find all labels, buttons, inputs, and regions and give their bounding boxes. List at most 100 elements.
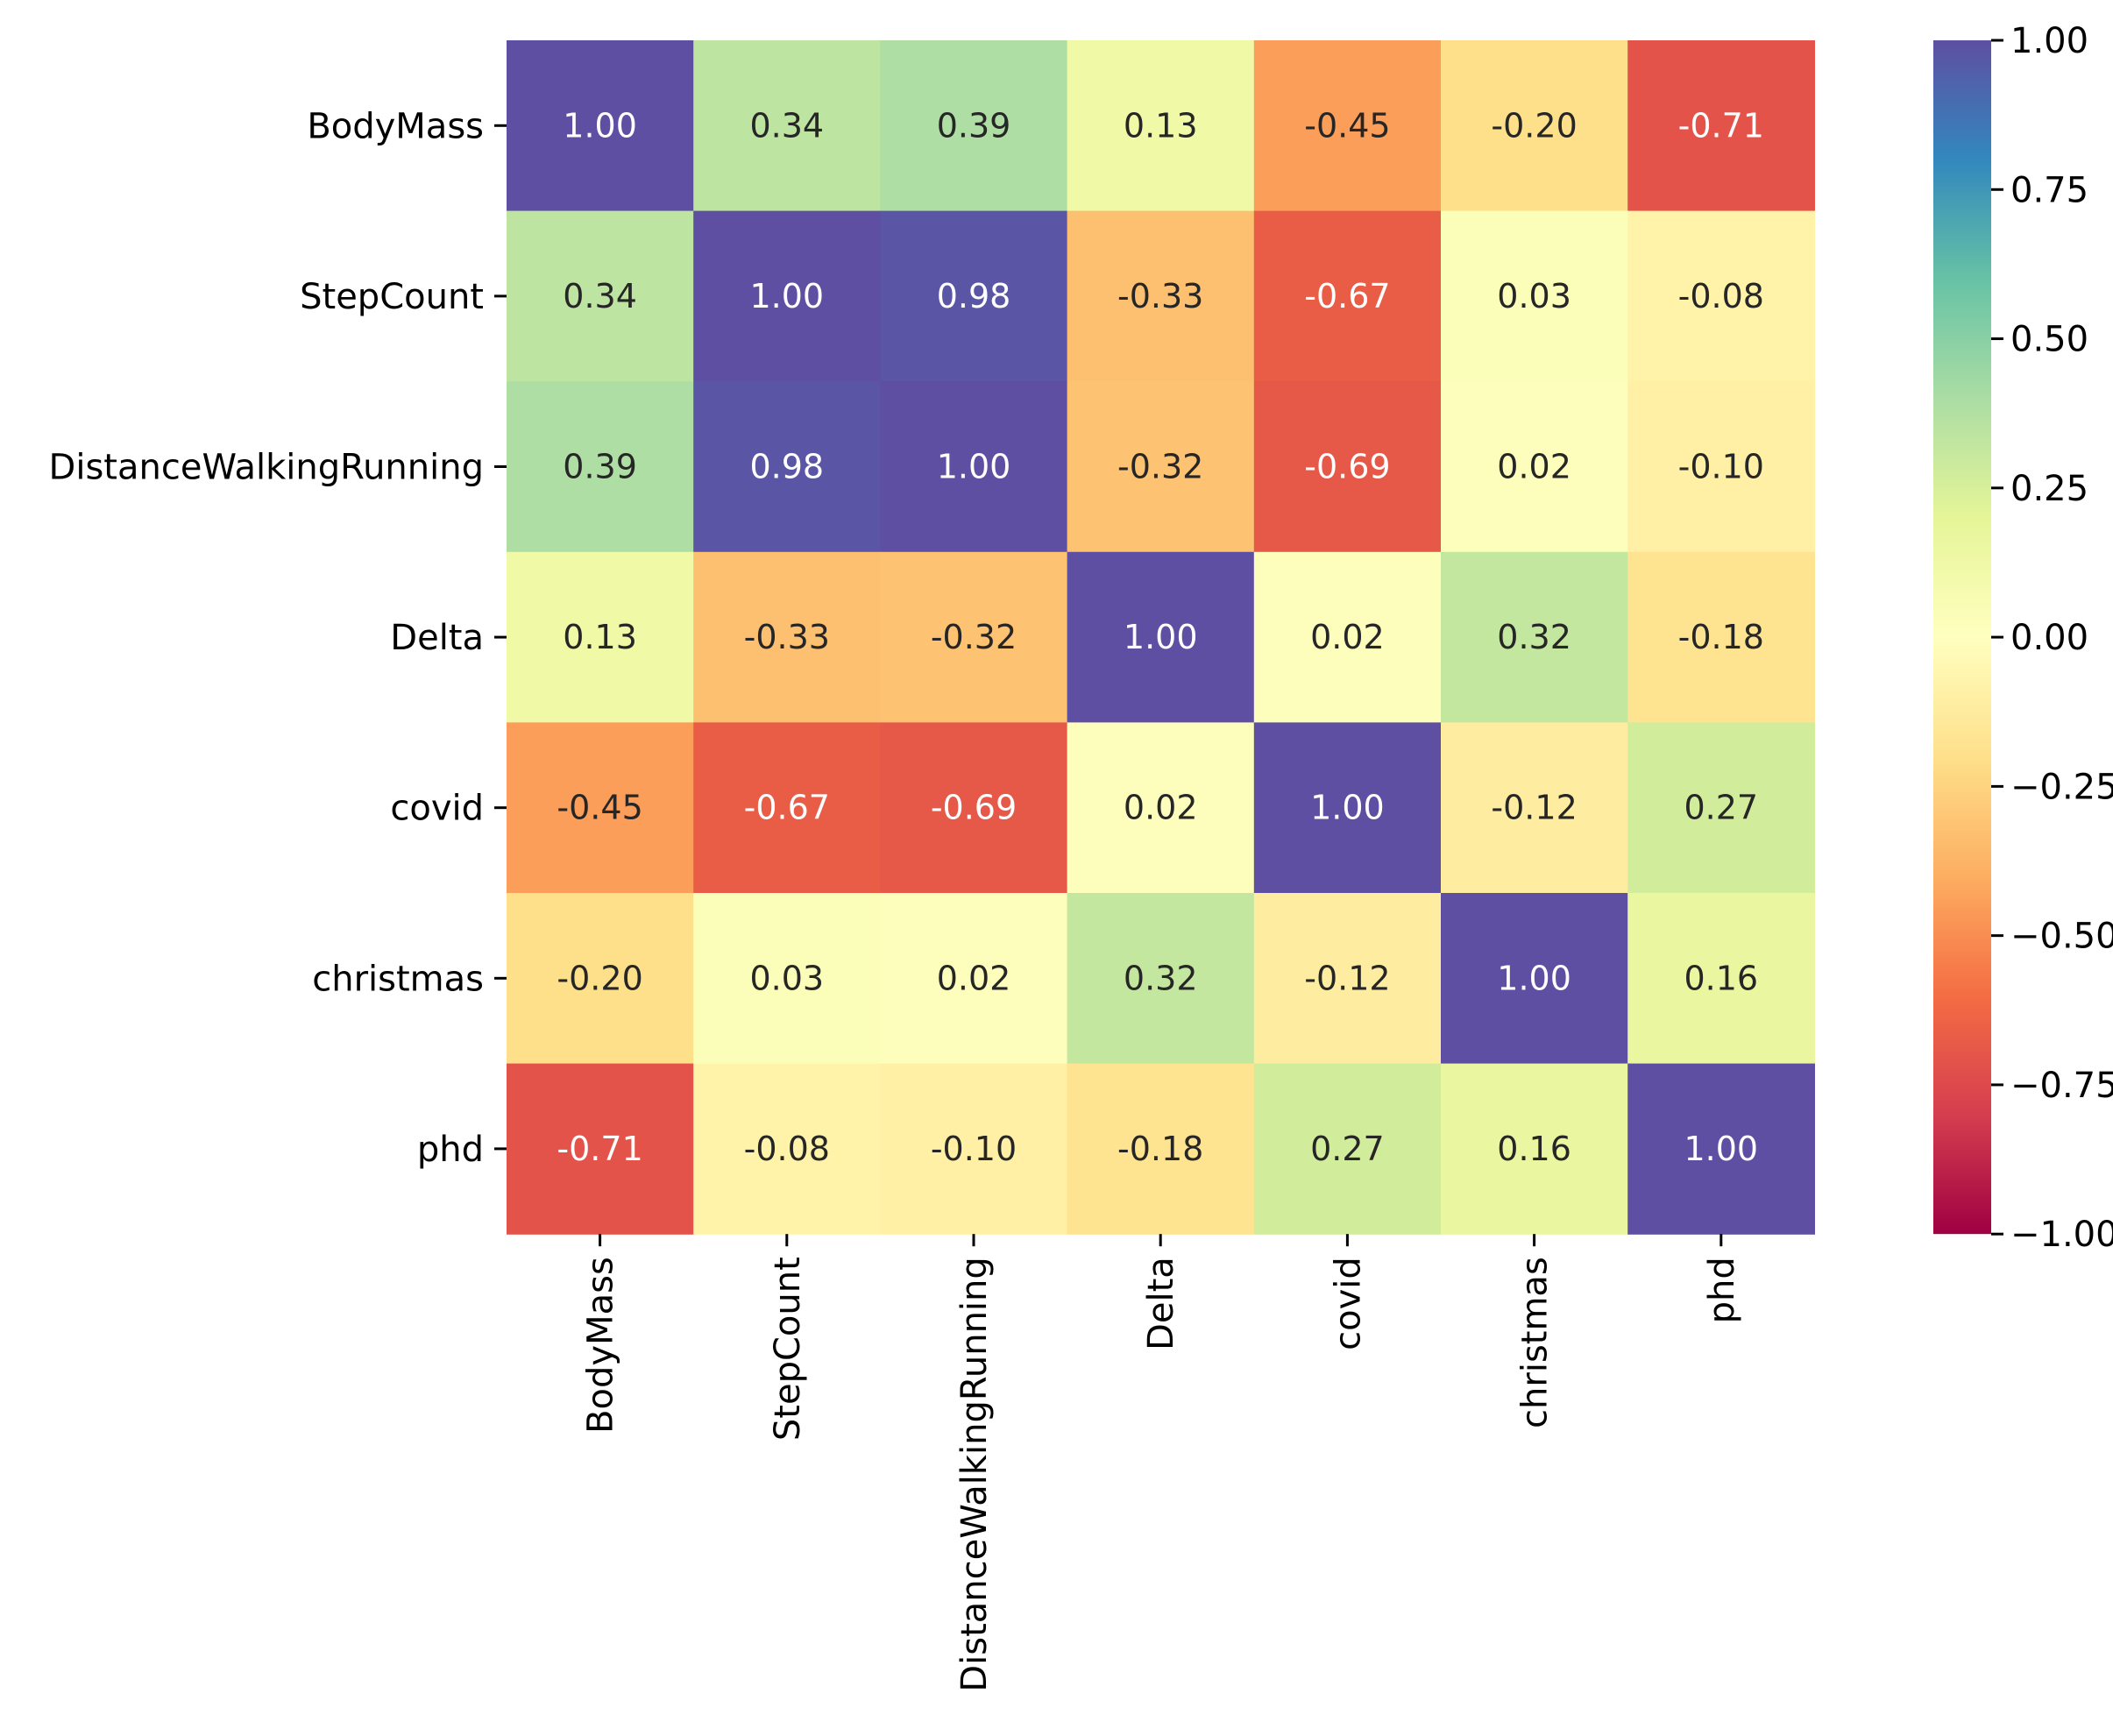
heatmap-cell xyxy=(507,551,694,723)
heatmap-cell xyxy=(507,210,694,382)
cell-value-label: 0.03 xyxy=(1497,277,1571,315)
cell-value-label: -0.33 xyxy=(1117,277,1203,315)
heatmap-cell xyxy=(693,893,881,1065)
cell-value-label: 0.27 xyxy=(1310,1130,1385,1168)
cell-value-label: 0.13 xyxy=(1124,106,1198,145)
heatmap-cell xyxy=(1627,1063,1815,1235)
y-tick-label: christmas xyxy=(312,959,484,999)
heatmap-cell xyxy=(880,551,1068,723)
colorbar-tick-label: −0.75 xyxy=(2010,1066,2113,1106)
x-axis: BodyMass StepCount DistanceWalkingRunning D… xyxy=(581,1234,1742,1692)
cell-value-label: 0.02 xyxy=(937,959,1011,997)
heatmap-cell xyxy=(1253,551,1442,723)
y-axis: BodyMass StepCount DistanceWalkingRunning D… xyxy=(49,106,507,1170)
heatmap-cell xyxy=(880,210,1068,382)
cell-value-label: 1.00 xyxy=(937,448,1011,486)
x-tick-label: DistanceWalkingRunning xyxy=(954,1257,995,1691)
cell-value-label: -0.20 xyxy=(557,959,642,997)
cell-value-label: 0.98 xyxy=(749,448,824,486)
cell-value-label: 0.27 xyxy=(1684,789,1758,827)
heatmap-cell xyxy=(1441,893,1628,1065)
colorbar-tick-label: 0.75 xyxy=(2010,170,2088,210)
heatmap-cell xyxy=(1253,210,1442,382)
cell-value-label: -0.32 xyxy=(931,618,1017,656)
colorbar-tick-label: −1.00 xyxy=(2010,1215,2113,1255)
cell-value-label: 0.98 xyxy=(937,277,1011,315)
x-tick-label: Delta xyxy=(1141,1257,1181,1350)
cell-value-label: 1.00 xyxy=(1124,618,1198,656)
heatmap-cell xyxy=(1067,381,1255,553)
heatmap-cell xyxy=(1067,40,1255,212)
cell-value-label: 0.16 xyxy=(1497,1130,1571,1168)
heatmap-cell xyxy=(693,551,881,723)
colorbar-tick-label: −0.25 xyxy=(2010,767,2113,807)
cell-value-label: -0.10 xyxy=(931,1130,1017,1168)
y-tick-label: covid xyxy=(390,789,484,829)
cell-value-label: 1.00 xyxy=(749,277,824,315)
heatmap-cell xyxy=(1441,1063,1628,1235)
heatmap-cell xyxy=(1253,893,1442,1065)
y-tick-label: phd xyxy=(417,1130,484,1170)
heatmap-cell xyxy=(1441,381,1628,553)
cell-value-label: -0.45 xyxy=(1304,106,1390,145)
heatmap-cell xyxy=(880,1063,1068,1235)
cell-value-label: 0.32 xyxy=(1124,959,1198,997)
cell-value-label: -0.20 xyxy=(1491,106,1577,145)
heatmap-cell xyxy=(1627,893,1815,1065)
cell-value-label: 0.34 xyxy=(563,277,637,315)
heatmap-cell xyxy=(1253,40,1442,212)
heatmap-cell-labels: 1.00 0.34 0.39 0.13 -0.45 -0.20 -0.71 0.34 1.00 0… xyxy=(557,106,1764,1168)
heatmap-cell xyxy=(1627,551,1815,723)
cell-value-label: -0.33 xyxy=(744,618,830,656)
cell-value-label: -0.12 xyxy=(1304,959,1390,997)
heatmap-cell xyxy=(1441,551,1628,723)
cell-value-label: 1.00 xyxy=(563,106,637,145)
cell-value-label: -0.18 xyxy=(1117,1130,1203,1168)
heatmap-cell xyxy=(507,1063,694,1235)
y-tick-label: Delta xyxy=(390,618,484,658)
x-tick-label: covid xyxy=(1328,1257,1368,1350)
heatmap-cell xyxy=(693,722,881,894)
colorbar-tick-label: 0.00 xyxy=(2010,618,2088,658)
heatmap-cell xyxy=(1441,40,1628,212)
cell-value-label: 0.02 xyxy=(1124,789,1198,827)
cell-value-label: -0.10 xyxy=(1678,448,1764,486)
heatmap-cell xyxy=(1067,210,1255,382)
cell-value-label: -0.18 xyxy=(1678,618,1764,656)
cell-value-label: -0.08 xyxy=(1678,277,1764,315)
cell-value-label: -0.67 xyxy=(744,789,830,827)
heatmap-cell xyxy=(693,40,881,212)
colorbar-tick-label: 1.00 xyxy=(2010,21,2088,61)
heatmap-cell xyxy=(507,893,694,1065)
cell-value-label: -0.32 xyxy=(1117,448,1203,486)
cell-value-label: 1.00 xyxy=(1497,959,1571,997)
heatmap-cell xyxy=(1253,381,1442,553)
heatmap-cell xyxy=(1627,722,1815,894)
colorbar-tick-label: 0.25 xyxy=(2010,469,2088,509)
cell-value-label: -0.69 xyxy=(1304,448,1390,486)
heatmap-cell xyxy=(1067,893,1255,1065)
x-tick-label: StepCount xyxy=(768,1257,808,1441)
cell-value-label: 0.39 xyxy=(937,106,1011,145)
heatmap-cell xyxy=(693,210,881,382)
cell-value-label: 0.16 xyxy=(1684,959,1758,997)
colorbar-tick-label: 0.50 xyxy=(2010,320,2088,360)
heatmap-cell xyxy=(507,381,694,553)
x-tick-label: christmas xyxy=(1515,1257,1556,1428)
heatmap-cell xyxy=(507,40,694,212)
cell-value-label: 0.39 xyxy=(563,448,637,486)
cell-value-label: -0.67 xyxy=(1304,277,1390,315)
cell-value-label: 0.32 xyxy=(1497,618,1571,656)
x-tick-label: phd xyxy=(1702,1257,1742,1323)
heatmap-cell xyxy=(880,722,1068,894)
y-tick-label: StepCount xyxy=(300,277,484,317)
heatmap-cells xyxy=(507,40,1815,1235)
cell-value-label: 0.02 xyxy=(1497,448,1571,486)
colorbar: 1.00 0.75 0.50 0.25 0.00 −0.25 −0.50 −0.75 −1.00 xyxy=(1933,21,2113,1255)
cell-value-label: 1.00 xyxy=(1684,1130,1758,1168)
x-tick-label: BodyMass xyxy=(581,1257,621,1434)
heatmap-cell xyxy=(693,381,881,553)
heatmap-cell xyxy=(1253,722,1442,894)
heatmap-cell xyxy=(1627,210,1815,382)
